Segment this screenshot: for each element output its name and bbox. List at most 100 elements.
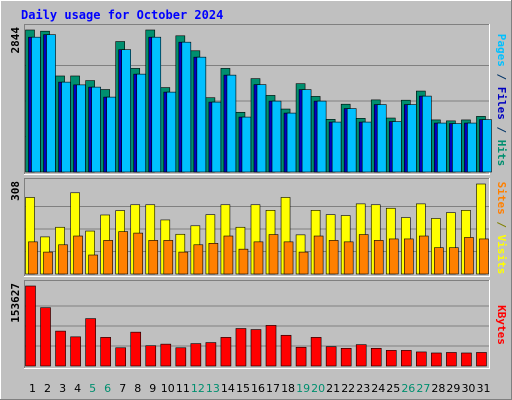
y-axis-label-part: /	[495, 67, 508, 87]
panel-1: 2844 Pages / Files / Hits	[9, 24, 508, 175]
x-tick-label: 1	[29, 382, 36, 395]
bar-pages-18	[286, 112, 297, 173]
x-tick-label: 26	[401, 382, 415, 395]
bar-pages-11	[181, 41, 192, 173]
bar-kbytes-29	[446, 352, 457, 367]
x-tick-label: 13	[206, 382, 220, 395]
x-tick-label: 19	[296, 382, 310, 395]
x-tick-label: 10	[161, 382, 175, 395]
y-axis-label-part: Hits	[495, 140, 508, 167]
bar-kbytes-20	[310, 337, 322, 367]
bar-sites-16	[253, 241, 264, 275]
bar-pages-17	[271, 100, 282, 173]
y-axis-label-part: /	[495, 120, 508, 140]
chart-title: Daily usage for October 2024	[21, 8, 223, 22]
y-axis-label: Pages / Files / Hits	[495, 34, 508, 167]
x-tick-label: 5	[89, 382, 96, 395]
bar-sites-6	[103, 240, 113, 275]
bar-kbytes-1	[25, 285, 36, 367]
bar-pages-1	[31, 36, 41, 173]
x-tick-label: 17	[266, 382, 280, 395]
bar-kbytes-26	[401, 350, 412, 367]
bar-kbytes-10	[160, 343, 172, 367]
x-tick-label: 15	[236, 382, 250, 395]
bar-sites-28	[434, 247, 444, 275]
bar-pages-27	[422, 95, 432, 173]
bar-sites-17	[268, 234, 279, 275]
bar-sites-12	[193, 244, 204, 275]
x-tick-label: 11	[176, 382, 190, 395]
bar-kbytes-13	[205, 342, 217, 367]
bar-kbytes-3	[55, 330, 66, 367]
bar-pages-15	[241, 116, 252, 173]
bar-sites-8	[133, 232, 144, 275]
bar-pages-9	[151, 36, 162, 173]
bar-sites-29	[449, 247, 459, 275]
y-axis-label-part: Sites	[495, 182, 508, 215]
x-tick-label: 2	[44, 382, 51, 395]
bar-pages-29	[452, 123, 462, 173]
bar-sites-21	[328, 240, 339, 275]
panel-2: 308 Sites / Visits	[9, 178, 508, 277]
bar-sites-22	[343, 241, 354, 275]
x-tick-label: 22	[341, 382, 355, 395]
bar-pages-28	[437, 122, 447, 173]
bar-sites-2	[43, 251, 53, 275]
x-tick-label: 29	[446, 382, 460, 395]
bar-sites-15	[238, 248, 249, 275]
bar-pages-13	[211, 101, 222, 173]
bar-sites-26	[404, 238, 414, 275]
x-tick-label: 7	[119, 382, 126, 395]
bar-kbytes-22	[340, 347, 352, 367]
x-tick-label: 21	[326, 382, 340, 395]
bar-pages-14	[226, 74, 237, 173]
x-tick-label: 14	[221, 382, 235, 395]
x-tick-label: 4	[74, 382, 81, 395]
bar-sites-9	[148, 240, 159, 275]
bar-kbytes-16	[250, 329, 262, 367]
bar-kbytes-28	[431, 352, 442, 367]
bar-sites-18	[283, 241, 294, 275]
bar-kbytes-17	[265, 325, 277, 367]
bar-sites-5	[88, 254, 98, 275]
bar-sites-19	[298, 251, 309, 275]
bar-sites-23	[358, 234, 369, 275]
x-tick-label: 30	[461, 382, 475, 395]
bar-pages-2	[46, 34, 56, 173]
bar-kbytes-12	[190, 343, 202, 367]
y-axis-label-part: Pages	[495, 34, 508, 67]
bar-kbytes-19	[295, 346, 307, 367]
bar-kbytes-11	[175, 347, 187, 367]
bar-kbytes-8	[130, 331, 142, 367]
bar-pages-6	[106, 96, 116, 173]
bar-pages-26	[407, 104, 417, 173]
y-axis-label-part: KBytes	[495, 305, 508, 345]
bar-kbytes-9	[145, 345, 157, 367]
y-axis-label-part: Files	[495, 87, 508, 120]
bar-sites-3	[58, 244, 68, 275]
y-axis-label: Sites / Visits	[495, 182, 508, 275]
x-tick-label: 6	[104, 382, 111, 395]
x-tick-label: 16	[251, 382, 265, 395]
bar-pages-31	[482, 119, 492, 173]
bar-sites-11	[178, 251, 189, 275]
bar-pages-10	[166, 91, 177, 173]
bar-kbytes-5	[85, 318, 96, 367]
bar-pages-4	[76, 84, 86, 173]
y-max-label: 153627	[9, 283, 22, 323]
x-tick-label: 3	[59, 382, 66, 395]
bar-sites-1	[28, 241, 38, 275]
bar-pages-16	[256, 84, 267, 173]
bar-pages-21	[331, 121, 342, 173]
bar-kbytes-23	[355, 344, 367, 367]
bar-pages-23	[361, 121, 372, 173]
bar-kbytes-4	[70, 336, 81, 367]
bar-kbytes-25	[385, 350, 397, 367]
bar-pages-3	[61, 81, 71, 173]
bar-pages-25	[391, 121, 402, 173]
bar-sites-31	[479, 238, 489, 275]
y-axis-label-part: Visits	[495, 235, 508, 275]
x-tick-label: 25	[386, 382, 400, 395]
bar-kbytes-24	[370, 347, 382, 367]
x-tick-label: 18	[281, 382, 295, 395]
